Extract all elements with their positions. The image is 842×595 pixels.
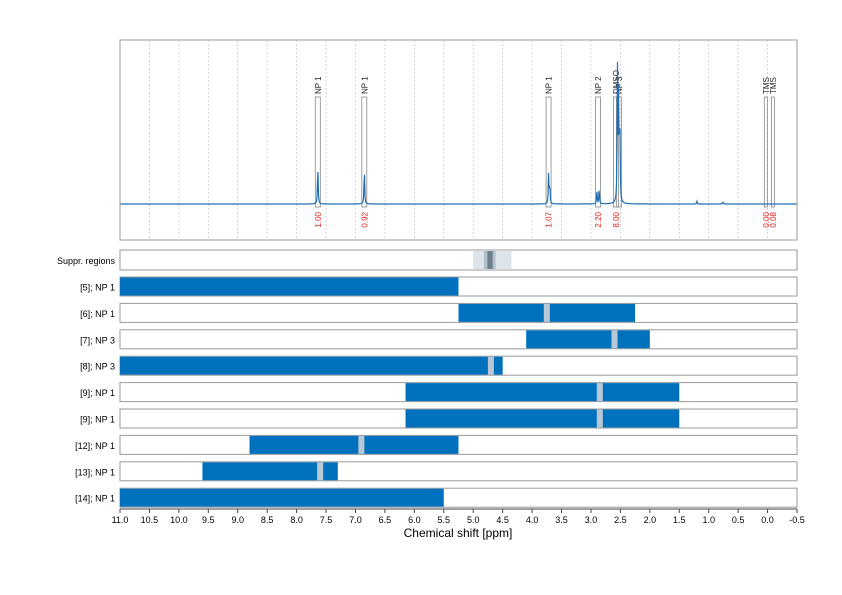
range-bar-gap <box>596 409 603 428</box>
x-tick-label: 0.0 <box>761 515 774 525</box>
track-label: [5]; NP 1 <box>80 283 115 293</box>
annotation-box <box>770 96 775 208</box>
track-label: [8]; NP 3 <box>80 362 115 372</box>
integral-label: 2.20 <box>594 211 603 227</box>
integral-label: 0.92 <box>360 211 369 227</box>
x-tick-label: 3.0 <box>585 515 598 525</box>
track-label: [9]; NP 1 <box>80 415 115 425</box>
annotation-box <box>763 96 768 208</box>
range-bar-gap <box>487 356 494 375</box>
suppression-track: Suppr. regions <box>57 249 798 271</box>
x-tick-label: 4.0 <box>526 515 539 525</box>
peak-annotations: NP 1 1.00 NP 1 0.92 NP 1 1.07 NP 2 2.20 DMSO 8.00… <box>314 70 778 228</box>
range-bar-gap <box>596 383 603 402</box>
x-axis-label: Chemical shift [ppm] <box>404 526 513 540</box>
range-bar-gap <box>611 330 618 349</box>
x-tick-label: 7.5 <box>320 515 333 525</box>
annotation-label: NP 1 <box>314 76 323 94</box>
range-bar <box>526 330 650 349</box>
range-bar-gap <box>317 462 324 481</box>
x-tick-label: 11.0 <box>112 515 129 525</box>
suppression-region <box>487 251 493 269</box>
integral-label: 1.00 <box>314 211 323 227</box>
annotation-label: DMSO <box>612 70 621 94</box>
annotation-box <box>361 96 368 208</box>
spectrum-frame <box>119 39 798 241</box>
track-label: [13]; NP 1 <box>75 467 115 477</box>
range-bar <box>120 488 444 507</box>
annotation-label: TMS <box>769 77 778 94</box>
range-bar <box>120 277 459 296</box>
track-label: [14]; NP 1 <box>75 494 115 504</box>
annotation-label: NP 1 <box>545 76 554 94</box>
track-label: [7]; NP 3 <box>80 335 115 345</box>
x-tick-label: 2.5 <box>614 515 627 525</box>
annotation-box <box>314 96 321 208</box>
integral-label: 8.00 <box>612 211 621 227</box>
x-tick-label: 6.5 <box>379 515 392 525</box>
annotation-box <box>595 96 601 208</box>
x-tick-label: 9.0 <box>231 515 244 525</box>
x-axis: 11.0 10.5 10.0 9.5 9.0 8.5 8.0 7.5 7.0 6.5 6.0 5.5 5… <box>112 508 805 525</box>
x-tick-label: 3.5 <box>555 515 568 525</box>
range-bar <box>405 383 680 402</box>
integral-label: 0.00 <box>762 211 771 227</box>
annotation-box <box>613 96 619 208</box>
suppression-track-label: Suppr. regions <box>57 256 116 266</box>
range-bar-gap <box>358 435 365 454</box>
x-tick-label: 10.5 <box>141 515 159 525</box>
spectrum-line <box>120 61 797 205</box>
annotation-label: NP 2 <box>594 76 603 94</box>
x-tick-label: 8.0 <box>290 515 303 525</box>
x-tick-label: 1.5 <box>673 515 686 525</box>
track-label: [9]; NP 1 <box>80 388 115 398</box>
annotation-label: NP 1 <box>360 76 369 94</box>
x-tick-label: 8.5 <box>261 515 274 525</box>
suppression-track-frame <box>119 249 798 271</box>
x-tick-label: 7.0 <box>349 515 362 525</box>
x-tick-label: 4.5 <box>496 515 509 525</box>
x-tick-label: 5.5 <box>438 515 451 525</box>
annotation-label: TMS <box>762 77 771 94</box>
integral-label: 0.08 <box>769 211 778 227</box>
range-bar-gap <box>543 303 550 322</box>
annotation-label: NP 3 <box>615 76 624 94</box>
range-bar <box>120 356 503 375</box>
spectrum-grid <box>149 40 768 240</box>
track-frame <box>119 329 798 350</box>
x-tick-label: -0.5 <box>789 515 805 525</box>
range-bar <box>405 409 680 428</box>
integral-label: 1.07 <box>545 211 554 227</box>
x-tick-label: 10.0 <box>170 515 188 525</box>
x-tick-label: 6.0 <box>408 515 421 525</box>
range-tracks: [5]; NP 1 [6]; NP 1 [7]; NP 3 [8]; NP 3 [9];… <box>75 276 798 508</box>
range-bar <box>202 462 338 481</box>
x-tick-label: 0.5 <box>732 515 745 525</box>
track-label: [12]; NP 1 <box>75 441 115 451</box>
track-label: [6]; NP 1 <box>80 309 115 319</box>
x-tick-label: 1.0 <box>702 515 715 525</box>
x-tick-label: 9.5 <box>202 515 215 525</box>
x-tick-label: 2.0 <box>644 515 657 525</box>
annotation-box <box>545 96 552 208</box>
range-bar <box>249 435 459 454</box>
x-tick-label: 5.0 <box>467 515 480 525</box>
